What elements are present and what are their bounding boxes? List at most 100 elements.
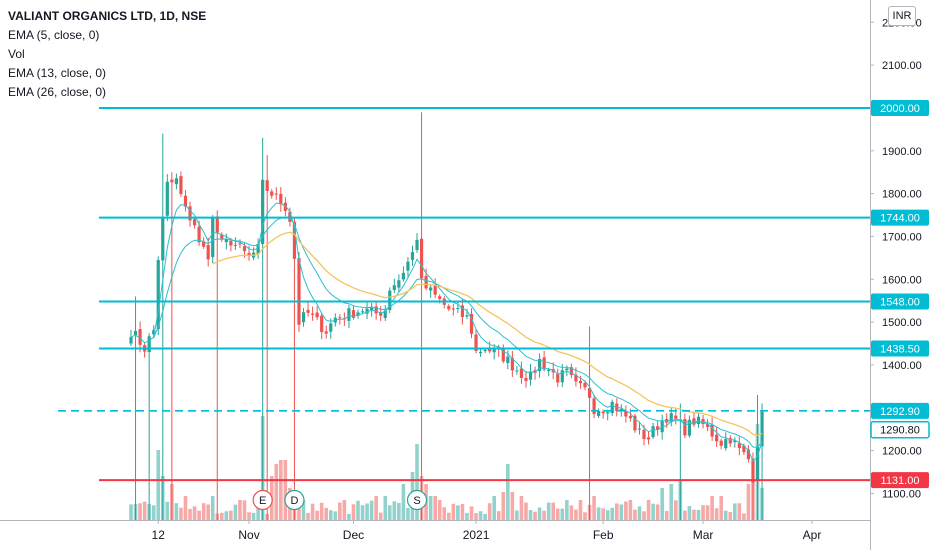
volume-bar [460, 504, 465, 520]
volume-bar [605, 510, 610, 520]
volume-bar [192, 506, 197, 520]
candle-body [152, 330, 156, 335]
symbol-title[interactable]: VALIANT ORGANICS LTD, 1D, NSE [8, 9, 207, 23]
volume-bar [188, 508, 192, 520]
volume-bar [524, 502, 528, 520]
candle-body [192, 219, 197, 226]
candle-body [637, 428, 642, 430]
candle-body [592, 398, 596, 415]
candle-body [147, 336, 151, 353]
candle-body [669, 413, 673, 423]
volume-bar [351, 504, 356, 520]
price-tick-label: 1800.00 [882, 189, 922, 201]
candle-body [370, 306, 374, 311]
price-axis-label-box [871, 99, 929, 116]
volume-bar [610, 507, 615, 520]
volume-bar [687, 506, 692, 520]
candle-body [406, 261, 410, 271]
candle-body [274, 193, 278, 195]
candle-body [501, 348, 505, 362]
volume-bar [601, 508, 605, 520]
legend-ema13[interactable]: EMA (13, close, 0) [8, 66, 107, 80]
volume-bar [306, 512, 310, 520]
time-tick-label: Mar [693, 528, 714, 542]
candle-body [215, 216, 219, 233]
volume-bar [633, 509, 637, 520]
candle-body [206, 245, 210, 260]
event-marker[interactable] [284, 489, 305, 511]
candle-body [483, 349, 487, 352]
candle-body [742, 445, 746, 453]
volume-bar [456, 505, 460, 520]
candle-body [424, 276, 428, 289]
price-tick-label: 1900.00 [882, 146, 922, 158]
volume-bar [474, 513, 478, 520]
candle-body [315, 312, 319, 318]
candle-body [624, 410, 628, 417]
volume-bar [283, 460, 288, 520]
volume-bar [510, 492, 515, 520]
volume-bar [533, 511, 537, 520]
volume-bar [537, 507, 542, 520]
event-marker[interactable] [406, 489, 428, 511]
volume-bar [233, 504, 238, 520]
volume-bar [242, 500, 247, 520]
candle-body [528, 371, 533, 380]
volume-bar [369, 500, 374, 520]
volume-bar [669, 484, 674, 520]
candle-body [633, 415, 637, 431]
candle-body [360, 311, 365, 313]
candle-body [188, 206, 192, 221]
volume-bars [129, 416, 764, 520]
candle-body [133, 330, 138, 336]
candle-body [715, 434, 719, 442]
volume-bar [401, 484, 406, 520]
price-tick-label: 1600.00 [882, 274, 922, 286]
volume-bar [356, 500, 360, 520]
volume-bar [596, 507, 601, 520]
candle-body [719, 440, 723, 446]
horizontal-lines[interactable] [58, 106, 870, 482]
volume-bar [705, 505, 710, 520]
candle-body [710, 424, 714, 437]
volume-bar [733, 503, 737, 520]
legend-ema26[interactable]: EMA (26, close, 0) [8, 85, 107, 99]
volume-bar [683, 510, 687, 520]
legend-vol[interactable]: Vol [8, 47, 25, 61]
volume-bar [655, 504, 660, 520]
volume-bar [578, 500, 583, 520]
volume-bar [737, 503, 742, 520]
candle-body [415, 239, 419, 251]
volume-bar [428, 496, 433, 520]
candle-body [492, 348, 496, 353]
candle-body [692, 418, 696, 425]
legend-ema5[interactable]: EMA (5, close, 0) [8, 28, 100, 42]
volume-bar [279, 460, 283, 520]
candle-body [247, 252, 251, 257]
candle-body [306, 309, 310, 313]
volume-bar [506, 464, 510, 520]
volume-bar [483, 513, 487, 520]
volume-bar [714, 508, 719, 520]
volume-bar [710, 496, 714, 520]
price-axis-label-box [870, 420, 930, 439]
price-axis-label-box [871, 472, 929, 489]
candle-body [601, 411, 605, 414]
volume-bar [142, 501, 147, 520]
price-tick-label: 1700.00 [882, 231, 922, 243]
chart-legend: VALIANT ORGANICS LTD, 1D, NSE EMA (5, cl… [8, 7, 206, 102]
candle-body [129, 337, 133, 344]
price-axis-label: 1131.00 [881, 475, 920, 487]
candle-body [488, 348, 492, 352]
currency-button[interactable]: INR [888, 6, 916, 26]
volume-bar [220, 512, 224, 520]
candle-body [760, 411, 764, 447]
candle-body [610, 401, 614, 414]
volume-bar [297, 502, 301, 520]
event-marker[interactable] [252, 489, 273, 511]
candle-body [651, 426, 655, 438]
volume-bar [723, 510, 728, 520]
